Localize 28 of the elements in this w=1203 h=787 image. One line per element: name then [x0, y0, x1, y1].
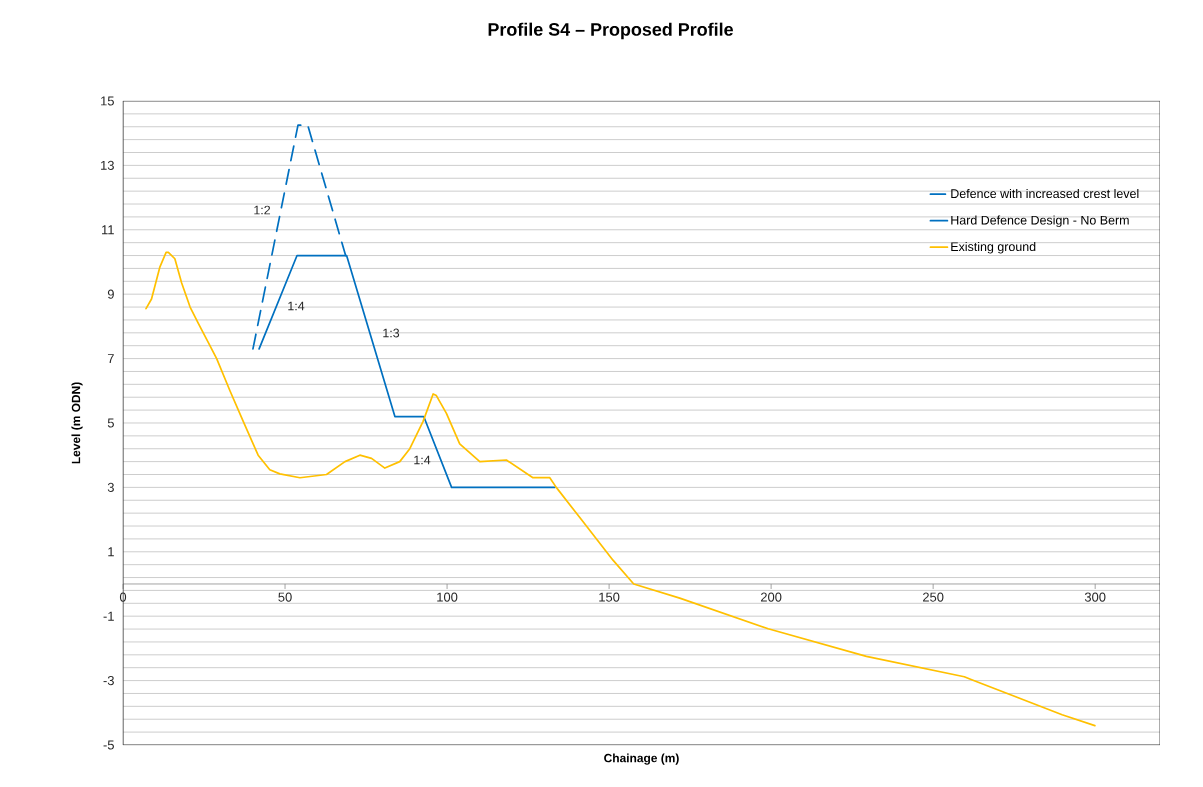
x-tick-label: 0	[119, 592, 127, 602]
y-tick-label: 7	[107, 354, 114, 364]
x-axis-title: Chainage (m)	[604, 753, 679, 765]
annotation: 1:4	[414, 455, 431, 465]
y-tick-label: 1	[108, 547, 114, 557]
y-tick-label: 13	[101, 160, 114, 170]
y-tick-label: 5	[107, 418, 114, 428]
y-tick-label: 15	[101, 96, 114, 106]
x-tick-label: 150	[599, 592, 620, 602]
y-tick-label: 11	[102, 225, 114, 235]
x-tick-label: 50	[278, 592, 292, 602]
y-axis-title: Level (m ODN)	[71, 382, 83, 464]
y-tick-label: 9	[107, 289, 114, 299]
x-tick-label: 200	[760, 592, 782, 602]
y-tick-label: -1	[103, 611, 114, 621]
x-tick-label: 250	[923, 592, 944, 602]
y-tick-label: -5	[103, 740, 114, 750]
legend-label: Existing ground	[951, 241, 1036, 254]
legend-label: Hard Defence Design - No Berm	[951, 215, 1129, 228]
y-tick-label: -3	[103, 676, 114, 686]
legend-label: Defence with increased crest level	[951, 188, 1139, 199]
chart-title: Profile S4 – Proposed Profile	[488, 22, 733, 40]
y-tick-label: 3	[107, 482, 114, 492]
annotation: 1:2	[254, 205, 271, 215]
annotation: 1:4	[288, 301, 305, 311]
x-tick-label: 300	[1084, 592, 1106, 602]
annotation: 1:3	[383, 328, 400, 338]
x-tick-label: 100	[437, 592, 458, 602]
